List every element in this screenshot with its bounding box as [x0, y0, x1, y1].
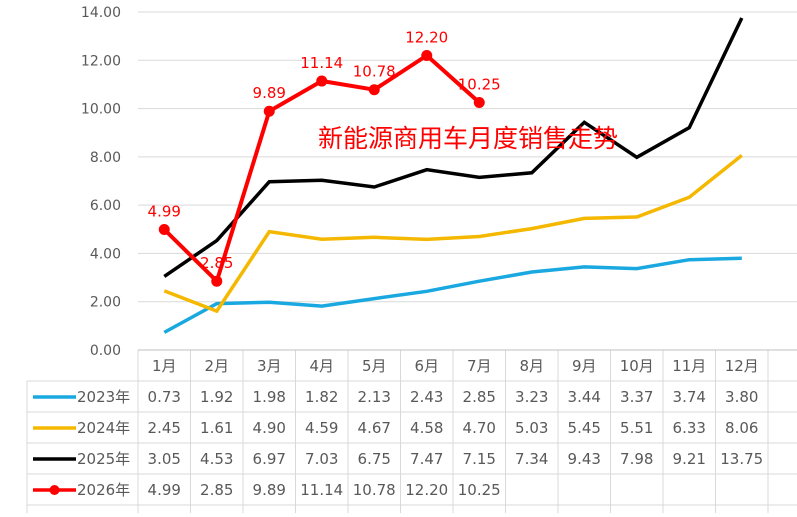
table-cell-value: 4.99 [148, 481, 181, 499]
x-category-label: 10月 [620, 357, 654, 375]
table-cell-value: 12.20 [405, 481, 448, 499]
data-label: 10.25 [458, 76, 501, 94]
table-cell-value: 8.06 [725, 419, 758, 437]
table-cell-value: 4.67 [358, 419, 391, 437]
legend-series-name: 2023年 [77, 388, 130, 406]
table-cell-value: 1.98 [253, 388, 286, 406]
table-cell-value: 10.78 [353, 481, 396, 499]
table-cell-value: 0.73 [148, 388, 181, 406]
x-category-label: 6月 [414, 357, 439, 375]
data-label: 11.14 [300, 54, 343, 72]
y-tick-label: 0.00 [90, 343, 121, 359]
table-cell-value: 2.45 [148, 419, 181, 437]
table-cell-value: 1.92 [200, 388, 233, 406]
data-label: 4.99 [148, 203, 181, 221]
x-category-label: 5月 [362, 357, 387, 375]
table-cell-value: 3.74 [673, 388, 706, 406]
table-cell-value: 2.85 [200, 481, 233, 499]
table-cell-value: 5.51 [620, 419, 653, 437]
data-label: 12.20 [405, 28, 448, 46]
y-tick-label: 10.00 [81, 102, 121, 118]
y-tick-label: 6.00 [90, 198, 121, 214]
table-cell-value: 7.03 [305, 450, 338, 468]
series-lines [158, 17, 744, 334]
table-cell-value: 3.44 [568, 388, 601, 406]
legend-series-name: 2025年 [77, 450, 130, 468]
gridlines [138, 11, 797, 351]
chart-title: 新能源商用车月度销售走势 [318, 124, 618, 153]
y-tick-label: 4.00 [90, 246, 121, 262]
table-cell-value: 7.15 [463, 450, 496, 468]
table-cell-value: 4.70 [463, 419, 496, 437]
table-cell-value: 3.80 [725, 388, 758, 406]
data-point-marker [158, 224, 170, 236]
data-point-marker [211, 275, 223, 287]
y-axis-tick-labels: 0.00 2.00 4.00 6.00 8.00 10.00 12.00 14.00 [81, 5, 121, 359]
table-cell-value: 2.13 [358, 388, 391, 406]
legend-series-name: 2024年 [77, 419, 130, 437]
table-cell-value: 3.37 [620, 388, 653, 406]
table-cell-value: 2.43 [410, 388, 443, 406]
table-cell-value: 5.45 [568, 419, 601, 437]
data-table: 1月 2月 3月 4月 5月 6月 7月 8月 9月 10月 11月 12月 2023年 0.73 1.92… [26, 349, 797, 513]
table-cell-value: 1.82 [305, 388, 338, 406]
table-cell-value: 4.59 [305, 419, 338, 437]
table-cell-value: 13.75 [720, 450, 763, 468]
data-point-marker [368, 84, 380, 96]
table-cell-value: 11.14 [300, 481, 343, 499]
x-category-label: 7月 [467, 357, 492, 375]
series-line [163, 154, 743, 314]
x-category-label: 8月 [519, 357, 544, 375]
data-label: 2.85 [200, 254, 233, 272]
x-category-label: 1月 [152, 357, 177, 375]
legend-series-name: 2026年 [77, 481, 130, 499]
table-cell-value: 2.85 [463, 388, 496, 406]
x-category-label: 3月 [257, 357, 282, 375]
data-label: 9.89 [253, 84, 286, 102]
table-cell-value: 4.58 [410, 419, 443, 437]
table-cell-value: 6.75 [358, 450, 391, 468]
x-category-label: 2月 [204, 357, 229, 375]
series-line [162, 52, 481, 285]
table-cell-value: 3.05 [148, 450, 181, 468]
y-tick-label: 12.00 [81, 53, 121, 69]
table-cell-value: 9.89 [253, 481, 286, 499]
table-cell-value: 7.34 [515, 450, 548, 468]
table-cell-value: 3.23 [515, 388, 548, 406]
legend-key-marker [49, 485, 60, 495]
x-category-label: 9月 [572, 357, 597, 375]
y-tick-label: 2.00 [90, 295, 121, 311]
data-labels: 4.99 2.85 9.89 11.14 10.78 12.20 10.25 [148, 28, 501, 272]
x-category-label: 4月 [309, 357, 334, 375]
data-point-marker [316, 75, 328, 87]
data-point-marker [473, 97, 485, 109]
table-cell-value: 4.90 [253, 419, 286, 437]
table-cell-value: 9.21 [673, 450, 706, 468]
table-cell-value: 7.47 [410, 450, 443, 468]
table-cell-value: 6.33 [673, 419, 706, 437]
table-cell-value: 4.53 [200, 450, 233, 468]
table-cell-value: 10.25 [458, 481, 501, 499]
series-line [163, 256, 742, 334]
table-cell-value: 6.97 [253, 450, 286, 468]
data-label: 10.78 [353, 63, 396, 81]
table-cell-value: 1.61 [200, 419, 233, 437]
series-line [163, 17, 744, 278]
y-tick-label: 8.00 [90, 150, 121, 166]
x-category-label: 12月 [725, 357, 759, 375]
table-cell-value: 7.98 [620, 450, 653, 468]
data-point-marker [263, 105, 275, 117]
table-cell-value: 5.03 [515, 419, 548, 437]
table-cell-value: 9.43 [568, 450, 601, 468]
y-tick-label: 14.00 [81, 5, 121, 21]
data-point-marker [421, 49, 433, 61]
x-category-label: 11月 [672, 357, 706, 375]
